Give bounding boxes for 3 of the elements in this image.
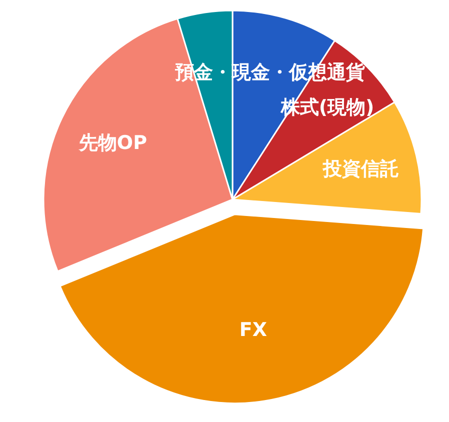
slice-label: FX	[239, 319, 268, 342]
slice-label: 投資信託	[322, 158, 400, 180]
slice-label: 先物OP	[78, 132, 148, 154]
